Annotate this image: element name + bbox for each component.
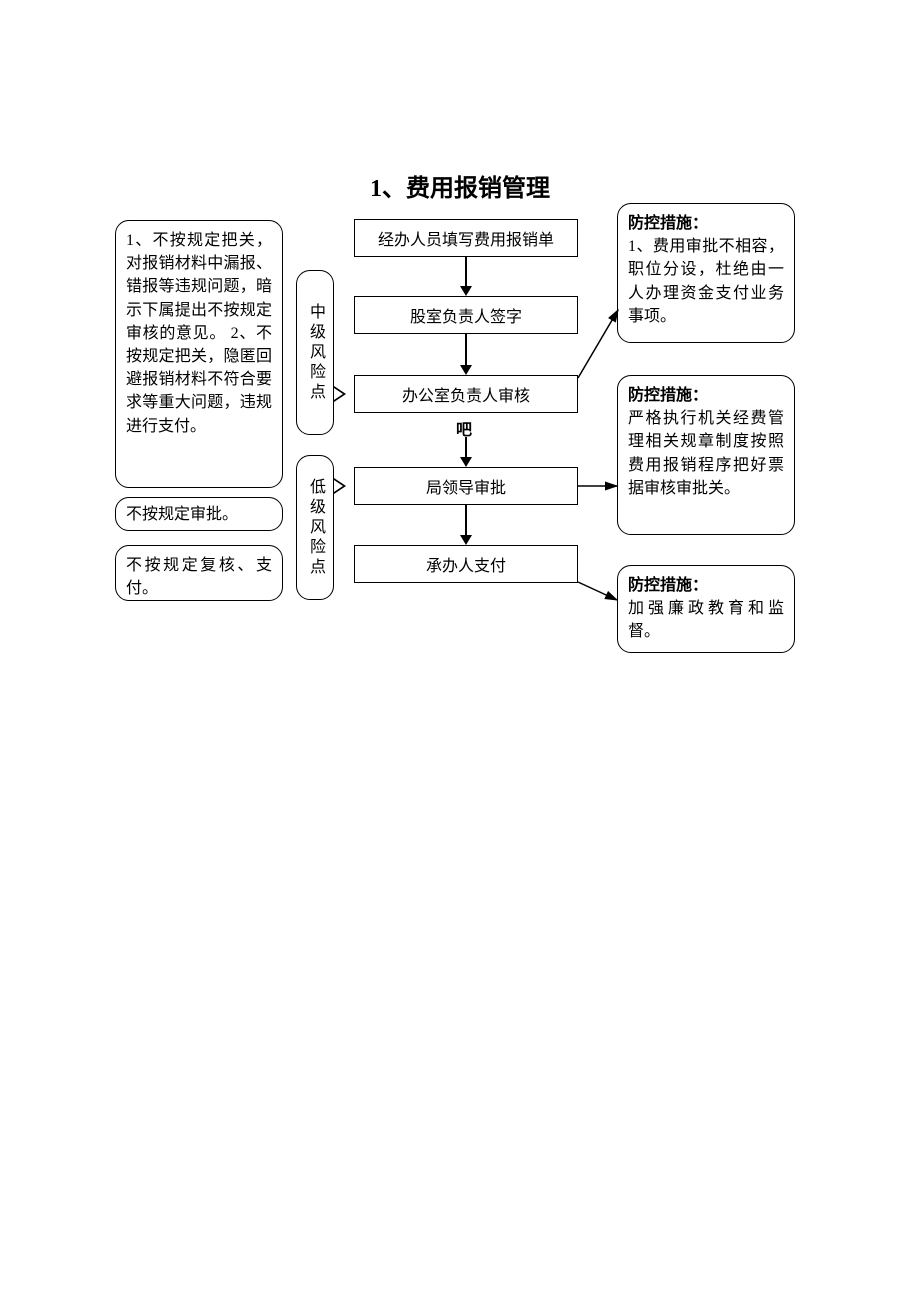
flow-node-2: 股室负责人签字 (354, 296, 578, 334)
measure-title: 防控措施： (628, 577, 708, 594)
callout-text: 1、不按规定把关，对报销材料中漏报、错报等违规问题，暗示下属提出不按规定审核的意… (126, 232, 272, 435)
flow-node-label: 局领导审批 (426, 474, 506, 498)
flow-node-label: 股室负责人签字 (410, 303, 522, 327)
pointer-icon (334, 386, 346, 402)
arrow-line (465, 437, 467, 457)
measure-box-1: 防控措施： 1、费用审批不相容，职位分设，杜绝由一人办理资金支付业务事项。 (617, 203, 795, 343)
risk-label: 低级风险点 (303, 478, 327, 578)
risk-box-mid: 中级风险点 (296, 270, 334, 435)
between-text: 吧 (456, 416, 472, 440)
flow-node-label: 办公室负责人审核 (402, 382, 530, 406)
measure-body: 严格执行机关经费管理相关规章制度按照费用报销程序把好票据审核审批关。 (628, 410, 784, 497)
flow-node-label: 经办人员填写费用报销单 (378, 226, 554, 250)
callout-text: 不按规定审批。 (126, 506, 238, 523)
callout-risk-1: 1、不按规定把关，对报销材料中漏报、错报等违规问题，暗示下属提出不按规定审核的意… (115, 220, 283, 488)
measure-body: 1、费用审批不相容，职位分设，杜绝由一人办理资金支付业务事项。 (628, 238, 784, 325)
risk-box-low: 低级风险点 (296, 455, 334, 600)
measure-title: 防控措施： (628, 387, 708, 404)
arrow-head-down-icon (460, 365, 472, 375)
callout-risk-3: 不按规定复核、支付。 (115, 545, 283, 601)
arrow-head-down-icon (460, 457, 472, 467)
arrow-line (465, 257, 467, 286)
flow-node-5: 承办人支付 (354, 545, 578, 583)
arrow-line (465, 505, 467, 535)
page-title: 1、费用报销管理 (0, 168, 920, 203)
risk-label: 中级风险点 (303, 303, 327, 403)
flow-node-label: 承办人支付 (426, 552, 506, 576)
measure-body: 加强廉政教育和监督。 (628, 600, 784, 640)
flow-node-3: 办公室负责人审核 (354, 375, 578, 413)
flow-node-4: 局领导审批 (354, 467, 578, 505)
measure-title: 防控措施： (628, 215, 708, 232)
pointer-icon (334, 478, 346, 494)
callout-risk-2: 不按规定审批。 (115, 497, 283, 531)
measure-box-2: 防控措施： 严格执行机关经费管理相关规章制度按照费用报销程序把好票据审核审批关。 (617, 375, 795, 535)
callout-text: 不按规定复核、支付。 (126, 557, 272, 597)
arrow-head-down-icon (460, 535, 472, 545)
measure-box-3: 防控措施： 加强廉政教育和监督。 (617, 565, 795, 653)
arrow-head-down-icon (460, 286, 472, 296)
flow-node-1: 经办人员填写费用报销单 (354, 219, 578, 257)
arrow-line (465, 334, 467, 365)
